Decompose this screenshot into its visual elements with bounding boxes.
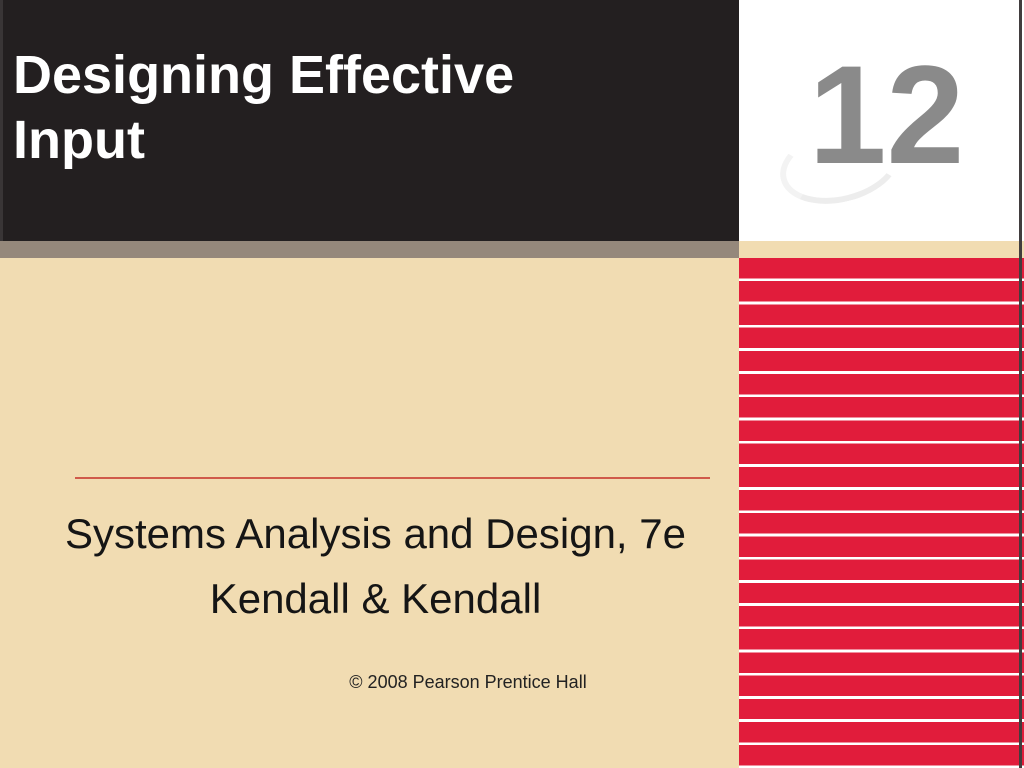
subtitle-authors: Kendall & Kendall — [209, 575, 542, 622]
title-header-band: Designing Effective Input — [0, 0, 739, 241]
subtitle-divider-line — [75, 477, 710, 479]
right-edge-border — [1019, 0, 1022, 768]
red-striped-sidebar — [739, 258, 1024, 768]
slide-title: Designing Effective Input — [13, 45, 515, 170]
subtitle-book-title: Systems Analysis and Design, 7e — [65, 510, 686, 557]
chapter-number-box: 12 — [739, 0, 1024, 241]
header-shadow-stripe — [0, 241, 739, 258]
chapter-number: 12 — [808, 35, 965, 193]
tan-strip-right — [739, 241, 1024, 258]
copyright-notice: © 2008 Pearson Prentice Hall — [349, 672, 587, 692]
